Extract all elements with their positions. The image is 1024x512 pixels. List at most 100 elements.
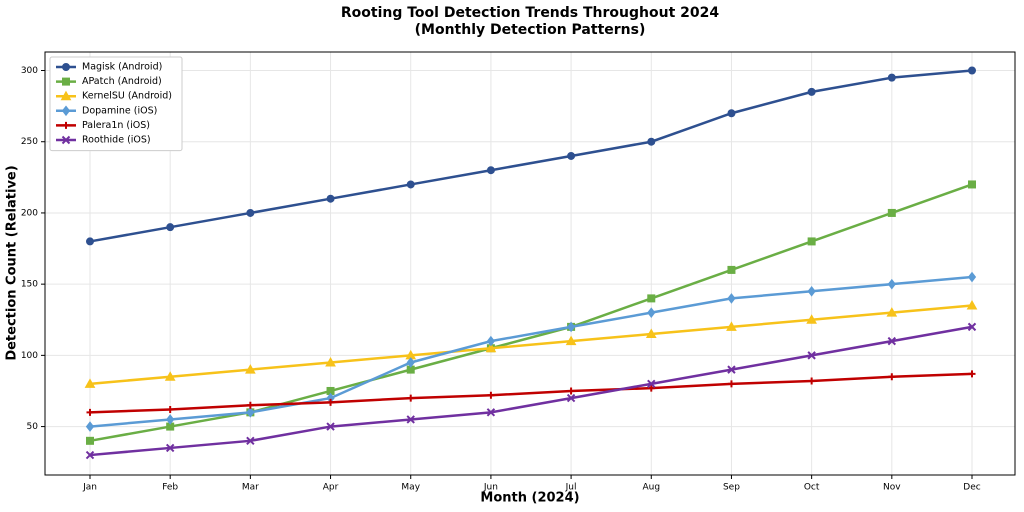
y-tick-label: 150 <box>21 280 38 290</box>
chart-title: Rooting Tool Detection Trends Throughout… <box>341 5 719 21</box>
legend-marker <box>62 77 70 86</box>
data-point <box>726 321 737 331</box>
y-tick-label: 100 <box>21 351 38 361</box>
data-point <box>727 109 736 118</box>
data-point <box>406 180 415 189</box>
data-point <box>246 401 254 409</box>
data-point <box>807 237 816 246</box>
data-point <box>968 180 976 189</box>
y-tick-label: 250 <box>21 137 38 147</box>
data-point <box>325 356 336 367</box>
data-point <box>326 422 335 431</box>
legend-marker <box>61 135 71 145</box>
data-point <box>166 405 174 413</box>
series-line <box>89 325 973 457</box>
x-tick-label: Apr <box>323 483 339 493</box>
data-point <box>485 342 497 353</box>
x-axis-label: Month (2024) <box>480 491 579 506</box>
data-point <box>887 278 896 290</box>
data-point <box>327 398 335 406</box>
data-point <box>326 194 335 203</box>
data-point <box>486 335 496 347</box>
y-tick-label: 50 <box>27 422 39 432</box>
data-point <box>807 87 816 96</box>
legend-label: APatch (Android) <box>82 76 162 87</box>
data-point <box>406 357 415 368</box>
data-point <box>647 307 656 318</box>
data-point <box>565 335 577 346</box>
data-point <box>566 393 576 403</box>
x-tick-label: Aug <box>642 483 660 493</box>
plot-frame <box>44 51 1016 476</box>
data-point <box>647 384 655 392</box>
data-point <box>245 364 256 374</box>
series-line <box>89 69 973 243</box>
legend-label: Roothide (iOS) <box>82 135 151 146</box>
data-point <box>727 293 736 304</box>
data-point <box>727 380 735 388</box>
chart-subtitle: (Monthly Detection Patterns) <box>415 22 646 38</box>
data-point <box>647 294 656 303</box>
data-point <box>566 321 576 333</box>
data-point <box>246 436 255 446</box>
data-point <box>806 314 817 324</box>
data-point <box>647 137 656 146</box>
data-point <box>246 407 255 418</box>
x-tick-label: May <box>401 483 420 493</box>
legend-label: Magisk (Android) <box>82 62 162 73</box>
data-point <box>967 322 977 332</box>
data-point <box>887 208 896 217</box>
data-point <box>727 365 736 374</box>
legend-label: Dopamine (iOS) <box>82 105 157 116</box>
data-point <box>967 271 977 283</box>
y-axis-label: Detection Count (Relative) <box>5 165 20 360</box>
data-point <box>166 414 175 425</box>
data-point <box>645 328 657 338</box>
data-point <box>406 415 415 424</box>
series-line <box>89 372 973 414</box>
legend-marker <box>62 121 70 129</box>
data-point <box>486 166 495 175</box>
data-point <box>85 421 95 432</box>
data-point <box>85 450 95 460</box>
legend-marker <box>60 90 72 101</box>
legend-label: KernelSU (Android) <box>82 91 172 102</box>
data-point <box>888 373 896 381</box>
x-tick-label: Sep <box>723 483 740 493</box>
data-point <box>165 443 175 453</box>
series-line <box>89 275 973 428</box>
data-point <box>727 265 736 274</box>
data-point <box>968 66 976 75</box>
legend-box <box>49 56 183 152</box>
data-point <box>487 391 495 399</box>
data-point <box>886 307 898 317</box>
data-point <box>887 73 896 82</box>
y-tick-label: 300 <box>21 66 38 76</box>
data-point <box>86 436 94 445</box>
data-point <box>486 408 496 417</box>
x-tick-label: Mar <box>242 483 259 493</box>
x-tick-label: Jun <box>483 483 498 493</box>
data-point <box>86 237 94 246</box>
legend-label: Palera1n (iOS) <box>82 120 150 131</box>
x-tick-label: Jan <box>82 483 97 493</box>
data-point <box>807 351 816 360</box>
data-point <box>567 387 575 395</box>
data-point <box>808 377 816 385</box>
data-point <box>164 371 176 381</box>
x-tick-label: Jul <box>565 483 577 493</box>
data-point <box>407 394 415 402</box>
y-tick-label: 200 <box>21 208 38 218</box>
x-tick-label: Oct <box>804 483 820 493</box>
data-point <box>966 299 978 310</box>
data-point <box>84 378 96 388</box>
x-tick-label: Feb <box>162 483 178 493</box>
x-tick-label: Dec <box>963 483 980 493</box>
series-line <box>89 304 973 386</box>
series-line <box>89 183 973 443</box>
data-point <box>567 151 576 160</box>
data-point <box>887 336 897 346</box>
data-point <box>647 379 656 389</box>
data-point <box>968 370 976 378</box>
